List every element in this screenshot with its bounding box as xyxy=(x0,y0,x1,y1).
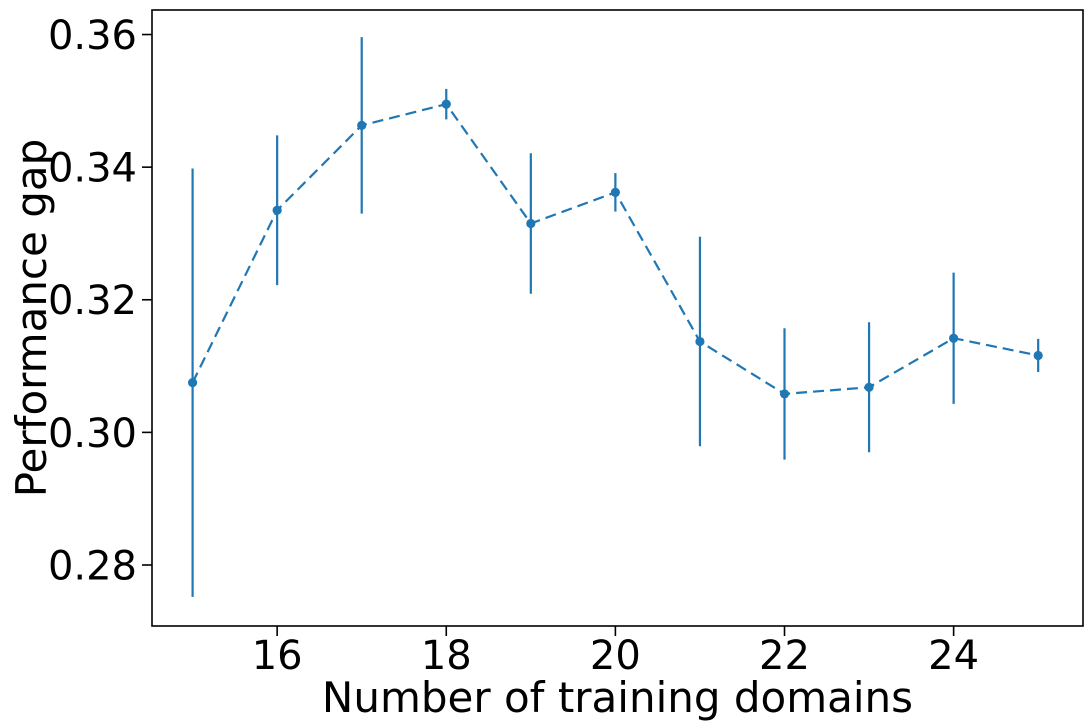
x-axis-tick-label: 18 xyxy=(421,633,472,679)
y-axis-label: Performance gap xyxy=(6,138,56,498)
x-axis-label: Number of training domains xyxy=(321,673,914,722)
data-point-marker xyxy=(949,333,959,343)
y-axis-tick-label: 0.36 xyxy=(48,13,137,59)
x-axis-tick-label: 22 xyxy=(759,633,810,679)
data-point-marker xyxy=(272,205,282,215)
data-point-marker xyxy=(441,99,451,109)
plot-spines xyxy=(151,9,1084,627)
data-point-marker xyxy=(864,382,874,392)
x-axis-tick-label: 24 xyxy=(928,633,979,679)
data-point-marker xyxy=(695,336,705,347)
data-point-marker xyxy=(779,389,790,399)
data-point-marker xyxy=(526,218,536,229)
y-axis-tick-label: 0.30 xyxy=(48,411,137,457)
series-line xyxy=(191,102,1039,396)
data-point-marker xyxy=(1033,350,1043,361)
y-axis-tick-label: 0.28 xyxy=(48,543,137,589)
y-axis-tick-label: 0.32 xyxy=(48,278,137,324)
data-point-marker xyxy=(187,378,198,388)
data-point-marker xyxy=(610,187,620,197)
x-axis-tick-label: 20 xyxy=(590,633,641,679)
data-point-marker xyxy=(357,120,367,130)
y-axis-tick-label: 0.34 xyxy=(48,146,137,192)
x-axis-tick-label: 16 xyxy=(252,633,303,679)
